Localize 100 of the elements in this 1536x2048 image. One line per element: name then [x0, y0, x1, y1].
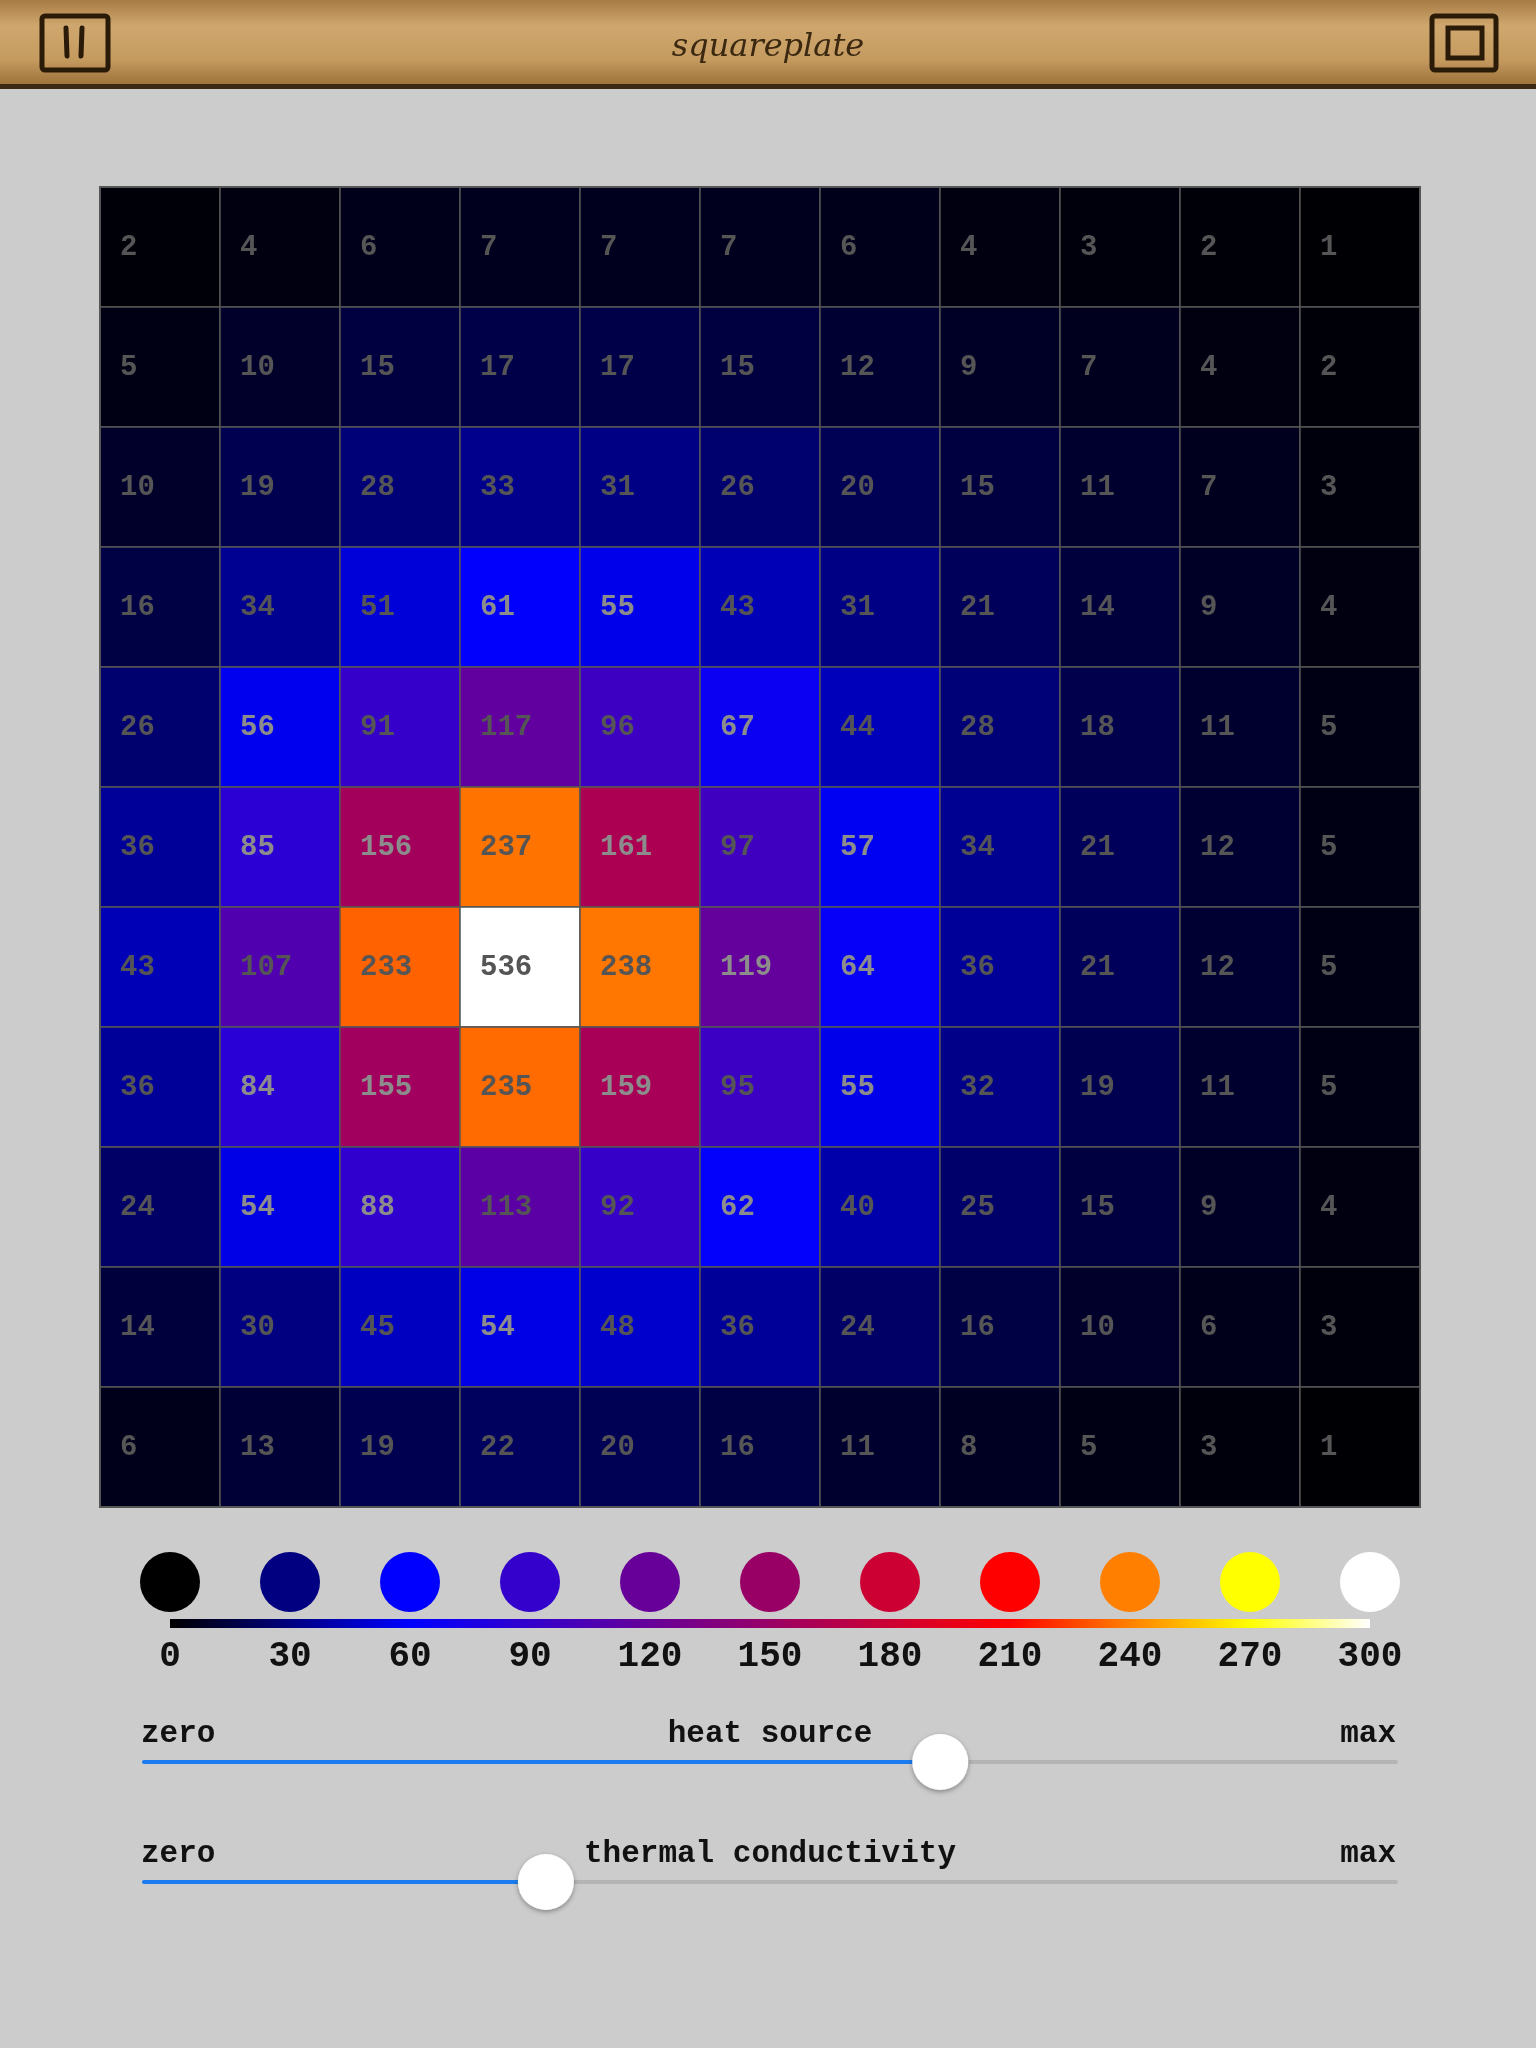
- data-label: 16: [960, 1310, 995, 1344]
- data-label: 1: [1320, 1430, 1338, 1464]
- data-label: 12: [1200, 830, 1235, 864]
- data-label: 4: [240, 230, 258, 264]
- data-label: 54: [480, 1310, 515, 1344]
- data-label: 9: [1200, 590, 1218, 624]
- data-label: 2: [120, 230, 138, 264]
- data-label: 45: [360, 1310, 395, 1344]
- data-label: 235: [480, 1070, 533, 1104]
- data-label: 7: [720, 230, 738, 264]
- data-label: 5: [1320, 950, 1338, 984]
- data-label: 55: [840, 1070, 875, 1104]
- data-label: 26: [720, 470, 755, 504]
- data-label: 9: [960, 350, 978, 384]
- data-label: 85: [240, 830, 275, 864]
- text: thermal conductivity: [583, 1836, 957, 1871]
- data-label: 28: [360, 470, 395, 504]
- data-label: 56: [240, 710, 275, 744]
- color-bar-label: 0: [159, 1636, 181, 1677]
- chart-title: squareplate: [671, 26, 865, 64]
- data-label: 15: [960, 470, 995, 504]
- data-label: 107: [240, 950, 293, 984]
- data-label: 5: [120, 350, 138, 384]
- data-label: 155: [360, 1070, 413, 1104]
- text: zero: [141, 1716, 216, 1751]
- color-bar-label: 240: [1097, 1636, 1163, 1677]
- data-label: 6: [840, 230, 858, 264]
- data-label: 4: [1320, 1190, 1338, 1224]
- data-label: 5: [1320, 710, 1338, 744]
- data-label: 12: [840, 350, 875, 384]
- data-label: 91: [360, 710, 395, 744]
- data-label: 6: [1200, 1310, 1218, 1344]
- data-label: 84: [240, 1070, 275, 1104]
- color-bar-label: 120: [617, 1636, 683, 1677]
- data-label: 5: [1080, 1430, 1098, 1464]
- data-label: 36: [120, 830, 155, 864]
- data-label: 16: [720, 1430, 755, 1464]
- data-label: 13: [240, 1430, 275, 1464]
- data-label: 97: [720, 830, 755, 864]
- data-label: 55: [600, 590, 635, 624]
- data-label: 10: [1080, 1310, 1115, 1344]
- data-label: 19: [1080, 1070, 1115, 1104]
- text: max: [1340, 1716, 1396, 1751]
- data-label: 119: [720, 950, 773, 984]
- data-label: 14: [120, 1310, 155, 1344]
- data-label: 16: [120, 590, 155, 624]
- data-label: 7: [600, 230, 618, 264]
- color-bar-label: 270: [1217, 1636, 1283, 1677]
- data-label: 113: [480, 1190, 533, 1224]
- data-label: 95: [720, 1070, 755, 1104]
- data-label: 10: [120, 470, 155, 504]
- data-label: 1: [1320, 230, 1338, 264]
- data-label: 5: [1320, 1070, 1338, 1104]
- data-label: 40: [840, 1190, 875, 1224]
- data-label: 30: [240, 1310, 275, 1344]
- data-label: 22: [480, 1430, 515, 1464]
- data-label: 48: [600, 1310, 635, 1344]
- data-label: 4: [960, 230, 978, 264]
- data-label: 20: [600, 1430, 635, 1464]
- data-label: 159: [600, 1070, 653, 1104]
- color-bar-label: 30: [268, 1636, 312, 1677]
- text: zero: [141, 1836, 216, 1871]
- data-label: 21: [1080, 830, 1115, 864]
- data-label: 64: [840, 950, 875, 984]
- data-label: 36: [720, 1310, 755, 1344]
- data-label: 2: [1320, 350, 1338, 384]
- data-label: 15: [360, 350, 395, 384]
- data-label: 2: [1200, 230, 1218, 264]
- data-label: 14: [1080, 590, 1115, 624]
- data-label: 43: [120, 950, 155, 984]
- data-label: 34: [960, 830, 995, 864]
- color-bar-label: 60: [388, 1636, 432, 1677]
- data-label: 4: [1320, 590, 1338, 624]
- data-label: 31: [840, 590, 875, 624]
- data-label: 31: [600, 470, 635, 504]
- data-label: 10: [240, 350, 275, 384]
- data-label: 3: [1200, 1430, 1218, 1464]
- data-label: 117: [480, 710, 533, 744]
- data-label: 43: [720, 590, 755, 624]
- data-label: 21: [1080, 950, 1115, 984]
- data-label: 233: [360, 950, 413, 984]
- color-bar-label: 300: [1337, 1636, 1403, 1677]
- data-label: 7: [1080, 350, 1098, 384]
- data-label: 51: [360, 590, 395, 624]
- data-label: 28: [960, 710, 995, 744]
- data-label: 24: [840, 1310, 875, 1344]
- text: max: [1340, 1836, 1396, 1871]
- data-label: 11: [1200, 1070, 1235, 1104]
- data-label: 5: [1320, 830, 1338, 864]
- data-label: 61: [480, 590, 515, 624]
- data-label: 7: [480, 230, 498, 264]
- data-label: 36: [960, 950, 995, 984]
- data-label: 54: [240, 1190, 275, 1224]
- data-label: 32: [960, 1070, 995, 1104]
- data-label: 12: [1200, 950, 1235, 984]
- data-label: 7: [1200, 470, 1218, 504]
- data-label: 20: [840, 470, 875, 504]
- data-label: 18: [1080, 710, 1115, 744]
- data-label: 62: [720, 1190, 755, 1224]
- data-label: 92: [600, 1190, 635, 1224]
